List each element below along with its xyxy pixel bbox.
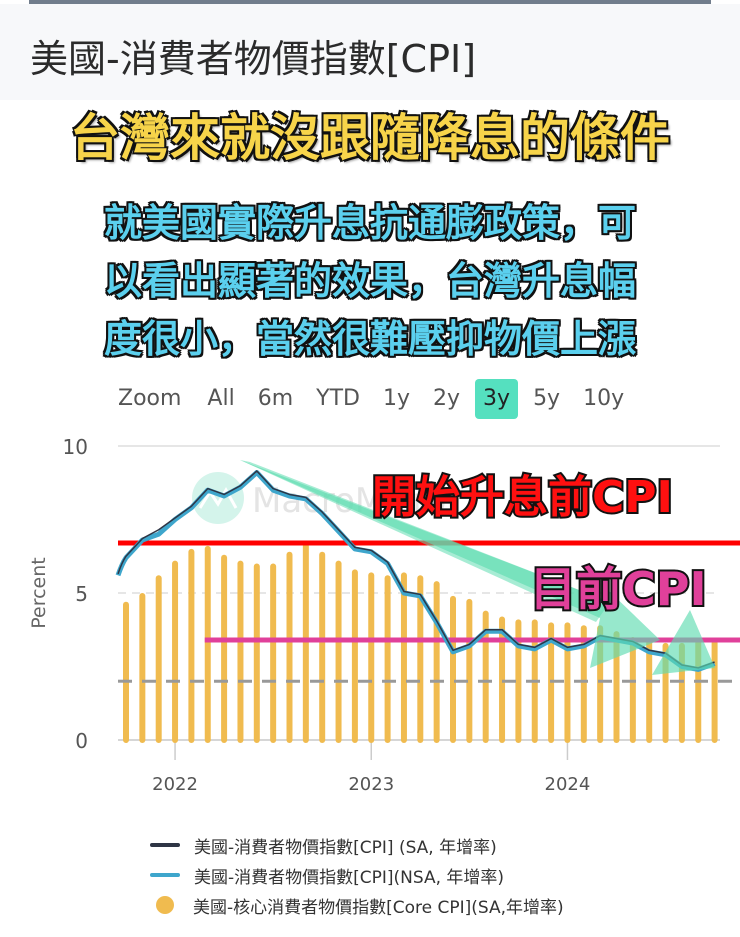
x-axis: 2022 2023 2024 [152, 742, 590, 795]
range-zoom-label: Zoom [118, 386, 182, 411]
legend-label: 美國-核心消費者物價指數[Core CPI](SA,年增率) [193, 897, 564, 918]
chart-legend: 美國-消費者物價指數[CPI] (SA, 年增率) 美國-消費者物價指數[CPI… [150, 830, 564, 920]
line-swatch-icon [150, 873, 180, 877]
range-option-all[interactable]: All [207, 386, 235, 411]
x-tick-label: 2024 [545, 774, 591, 795]
y-tick-label: 10 [63, 435, 88, 459]
y-tick-label: 0 [75, 729, 88, 753]
trend-arrow-icon [240, 460, 715, 675]
y-axis-title: Percent [28, 557, 50, 629]
legend-item-cpi-sa[interactable]: 美國-消費者物價指數[CPI] (SA, 年增率) [150, 830, 564, 860]
range-selector: Zoom All 6m YTD 1y 2y 3y 5y 10y [110, 378, 639, 420]
top-divider [29, 0, 711, 4]
legend-item-core-cpi[interactable]: 美國-核心消費者物價指數[Core CPI](SA,年增率) [150, 890, 564, 920]
y-tick-label: 5 [75, 582, 88, 606]
header [0, 4, 740, 100]
line-swatch-icon [150, 843, 180, 847]
overlay-headline: 台灣來就沒跟隨降息的條件 [69, 108, 671, 168]
range-option-1y[interactable]: 1y [382, 386, 410, 411]
range-option-5y[interactable]: 5y [533, 386, 561, 411]
range-option-2y[interactable]: 2y [433, 386, 461, 411]
range-option-6m[interactable]: 6m [257, 386, 294, 411]
range-option-ytd[interactable]: YTD [316, 386, 360, 411]
legend-item-cpi-nsa[interactable]: 美國-消費者物價指數[CPI](NSA, 年增率) [150, 860, 564, 890]
overlay-subtext-line-1: 就美國實際升息抗通膨政策，可 [103, 201, 636, 245]
cpi-sa-line[interactable] [117, 470, 715, 669]
overlay-subtext-line-2: 以看出顯著的效果，台灣升息幅 [103, 259, 636, 303]
cpi-lines [115, 469, 716, 672]
legend-label: 美國-消費者物價指數[CPI] (SA, 年增率) [194, 837, 497, 858]
dot-swatch-icon [156, 896, 174, 914]
annotation-labels: 開始升息前CPI 目前CPI [370, 470, 709, 618]
range-option-10y[interactable]: 10y [583, 386, 625, 411]
y-axis: 0 5 10 Percent [28, 435, 88, 753]
x-tick-label: 2023 [348, 774, 394, 795]
label-before-hike-cpi: 開始升息前CPI [372, 472, 673, 523]
core-cpi-bars [123, 542, 718, 743]
overlay-subtext-line-3: 度很小，當然很難壓抑物價上漲 [103, 317, 636, 361]
x-tick-label: 2022 [152, 774, 198, 795]
page-title: 美國-消費者物價指數[CPI] [30, 37, 477, 81]
label-current-cpi: 目前CPI [530, 562, 707, 616]
trend-arrow-shape [240, 460, 660, 668]
range-option-3y[interactable]: 3y [475, 379, 519, 419]
legend-label: 美國-消費者物價指數[CPI](NSA, 年增率) [194, 867, 505, 888]
